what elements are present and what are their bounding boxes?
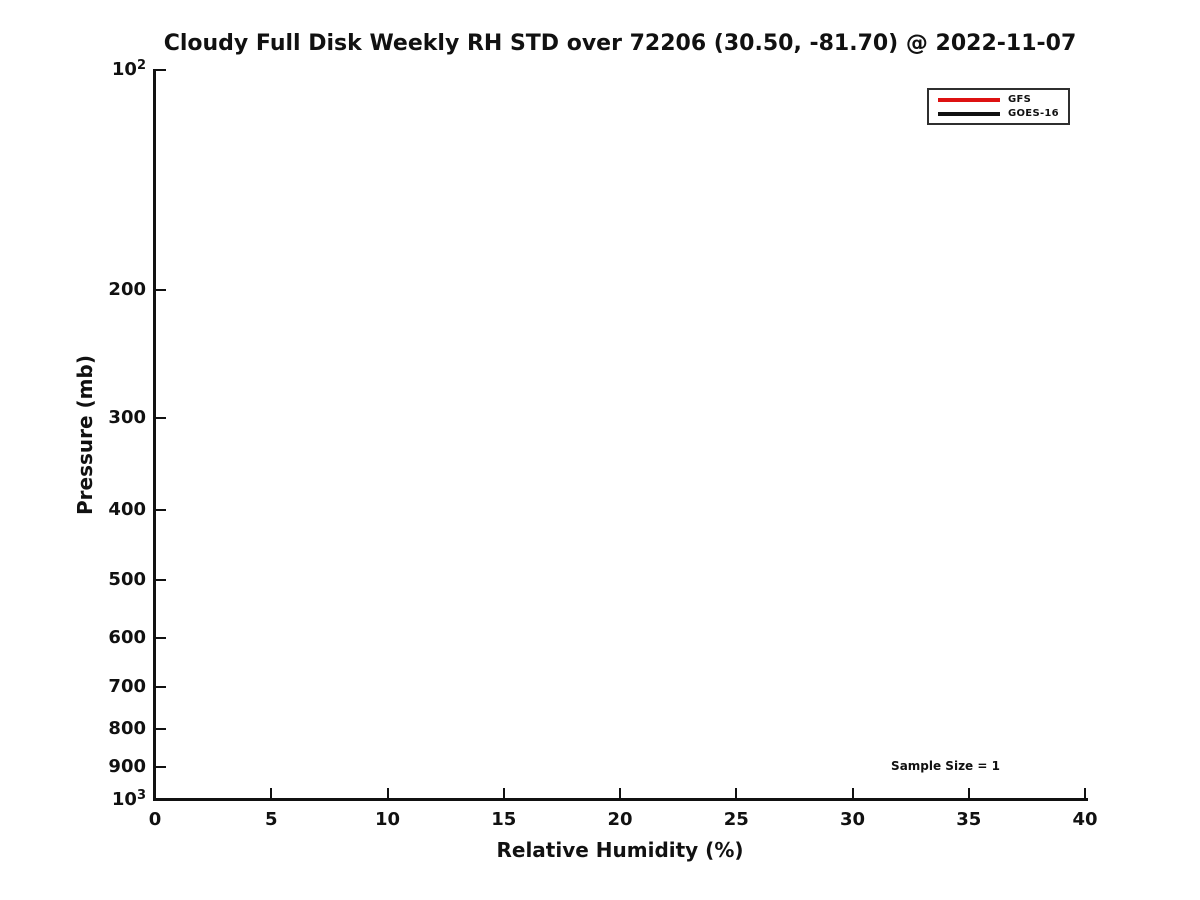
legend-label: GOES-16 <box>1008 108 1059 119</box>
x-axis-line <box>153 798 1088 801</box>
y-tick-mark <box>156 579 166 582</box>
x-tick-mark <box>851 788 854 798</box>
y-tick-mark <box>156 508 166 511</box>
y-tick-label: 102 <box>111 58 146 80</box>
x-axis-label: Relative Humidity (%) <box>496 838 744 862</box>
y-tick-mark <box>156 728 166 731</box>
y-tick-label: 300 <box>108 407 146 429</box>
y-tick-label: 200 <box>108 278 146 300</box>
x-tick-mark <box>735 788 738 798</box>
y-axis-label: Pressure (mb) <box>73 355 97 515</box>
y-tick-label: 103 <box>111 788 146 810</box>
legend-item-gfs: GFS <box>938 94 1059 105</box>
sample-size-annotation: Sample Size = 1 <box>891 758 1000 773</box>
y-tick-mark <box>156 685 166 688</box>
y-tick-mark <box>156 765 166 768</box>
legend-line-goes-16 <box>938 111 1000 116</box>
x-tick-label: 20 <box>607 809 633 830</box>
y-tick-mark <box>156 799 166 801</box>
x-tick-label: 15 <box>491 809 517 830</box>
legend-label: GFS <box>1008 94 1032 105</box>
x-tick-mark <box>502 788 505 798</box>
x-tick-mark <box>386 788 389 798</box>
x-tick-mark <box>1084 788 1086 798</box>
y-tick-mark <box>156 417 166 420</box>
y-tick-label: 700 <box>108 675 146 697</box>
x-tick-mark <box>154 788 156 798</box>
legend-line-gfs <box>938 97 1000 102</box>
x-tick-mark <box>619 788 621 798</box>
x-tick-mark <box>967 788 970 798</box>
x-tick-label: 25 <box>723 809 749 830</box>
x-tick-label: 10 <box>374 809 401 830</box>
x-tick-mark <box>270 788 273 798</box>
y-tick-label: 800 <box>108 718 146 740</box>
y-tick-mark <box>156 637 166 640</box>
y-tick-label: 500 <box>108 569 146 591</box>
chart-title: Cloudy Full Disk Weekly RH STD over 7220… <box>163 31 1077 56</box>
legend-item-goes-16: GOES-16 <box>938 108 1059 119</box>
y-tick-mark <box>156 288 166 291</box>
x-tick-label: 0 <box>148 809 162 830</box>
y-tick-label: 900 <box>108 755 146 777</box>
x-tick-label: 40 <box>1072 809 1098 830</box>
x-tick-label: 35 <box>956 809 982 830</box>
y-tick-label: 600 <box>108 627 146 649</box>
y-tick-label: 400 <box>108 498 146 520</box>
x-tick-label: 5 <box>264 809 278 830</box>
legend: GFS GOES-16 <box>927 88 1070 125</box>
y-tick-mark <box>156 69 166 71</box>
x-tick-label: 30 <box>839 809 866 830</box>
y-axis-line <box>153 69 156 801</box>
